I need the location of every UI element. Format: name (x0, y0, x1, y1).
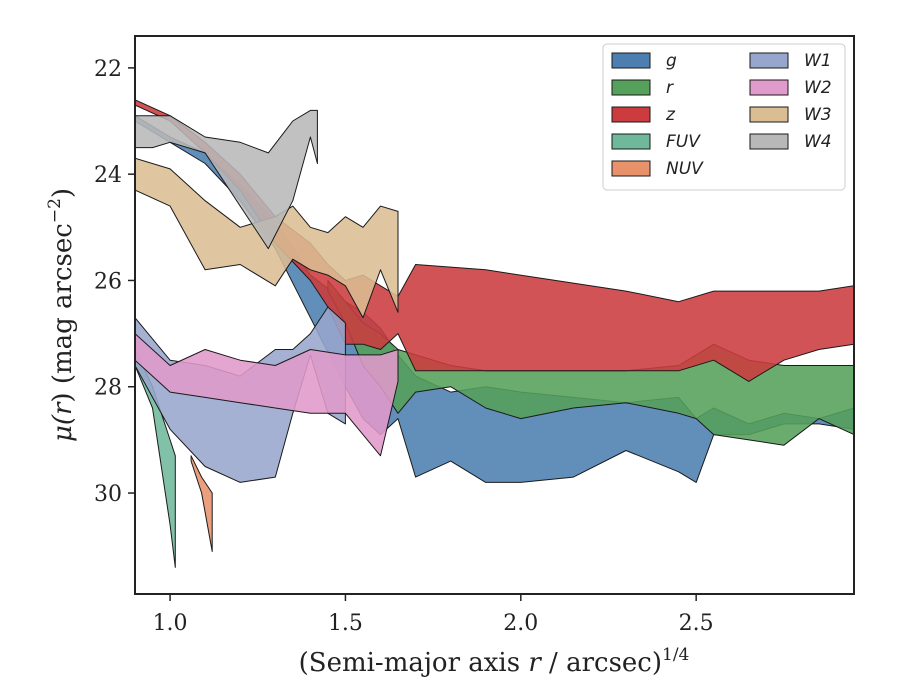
legend-swatch-w4 (749, 133, 789, 150)
legend-swatch-w3 (749, 106, 789, 123)
y-tick-label: 30 (94, 482, 122, 507)
band-w2 (135, 333, 399, 457)
legend-swatch-nuv (611, 160, 651, 177)
legend-label-w2: W2 (804, 78, 832, 98)
y-axis-label: μ(r) (mag arcsec−2) (45, 188, 78, 442)
bands-layer (135, 99, 854, 568)
legend-label-w4: W4 (804, 132, 832, 152)
legend: grz FUV NUV W1 W2 W3 W4 (602, 43, 846, 191)
y-tick-label: 26 (94, 269, 122, 294)
axis-ticks: 1.0 1.5 2.0 2.5 22 24 26 28 30 (94, 57, 714, 636)
legend-label-g: g (666, 51, 677, 71)
x-axis-label: (Semi-major axis r / arcsec)1/4 (299, 645, 690, 678)
legend-label-w3: W3 (804, 105, 832, 125)
legend-label-z: z (665, 105, 676, 125)
x-tick-label: 2.0 (503, 611, 538, 636)
band-w4 (135, 109, 318, 250)
x-tick-label: 1.5 (328, 611, 363, 636)
y-tick-label: 22 (94, 57, 122, 82)
legend-swatch-fuv (611, 133, 651, 150)
x-tick-label: 1.0 (153, 611, 188, 636)
legend-swatch-w2 (749, 79, 789, 96)
y-tick-label: 24 (94, 163, 122, 188)
legend-label-fuv: FUV (666, 132, 701, 152)
legend-label-r: r (666, 78, 674, 98)
legend-swatch-z (611, 106, 651, 123)
legend-label-nuv: NUV (666, 159, 704, 179)
legend-swatch-g (611, 52, 651, 69)
band-nuv (190, 455, 213, 552)
legend-swatch-w1 (749, 52, 789, 69)
y-tick-label: 28 (94, 376, 122, 401)
legend-swatch-r (611, 79, 651, 96)
legend-label-w1: W1 (804, 51, 832, 71)
plot-frame (134, 35, 855, 595)
x-tick-label: 2.5 (679, 611, 714, 636)
